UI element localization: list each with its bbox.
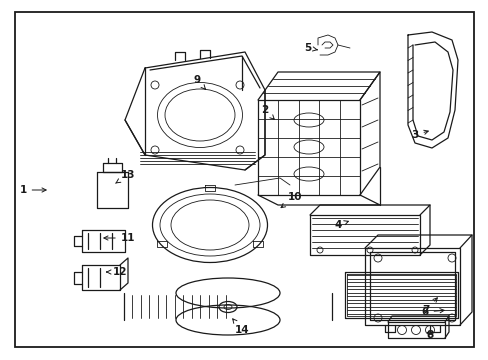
Text: 7: 7 bbox=[422, 298, 436, 315]
Text: 8: 8 bbox=[426, 330, 433, 340]
Text: 1: 1 bbox=[20, 185, 46, 195]
Text: 6: 6 bbox=[421, 307, 443, 317]
Text: 12: 12 bbox=[106, 267, 127, 277]
Text: 13: 13 bbox=[115, 170, 135, 183]
Text: 11: 11 bbox=[103, 233, 135, 243]
Text: 10: 10 bbox=[281, 192, 302, 208]
Text: 9: 9 bbox=[193, 75, 205, 89]
Text: 4: 4 bbox=[334, 220, 347, 230]
Text: 3: 3 bbox=[410, 130, 427, 140]
Text: 5: 5 bbox=[304, 43, 317, 53]
Text: 2: 2 bbox=[261, 105, 274, 119]
Text: 14: 14 bbox=[232, 319, 249, 335]
